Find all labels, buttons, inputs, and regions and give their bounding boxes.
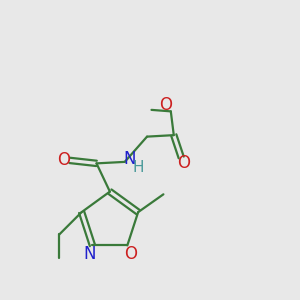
Text: O: O [57, 151, 70, 169]
Text: O: O [159, 96, 172, 114]
Text: O: O [177, 154, 190, 172]
Text: N: N [84, 245, 96, 263]
Text: N: N [124, 150, 136, 168]
Text: O: O [124, 245, 137, 263]
Text: H: H [133, 160, 144, 175]
